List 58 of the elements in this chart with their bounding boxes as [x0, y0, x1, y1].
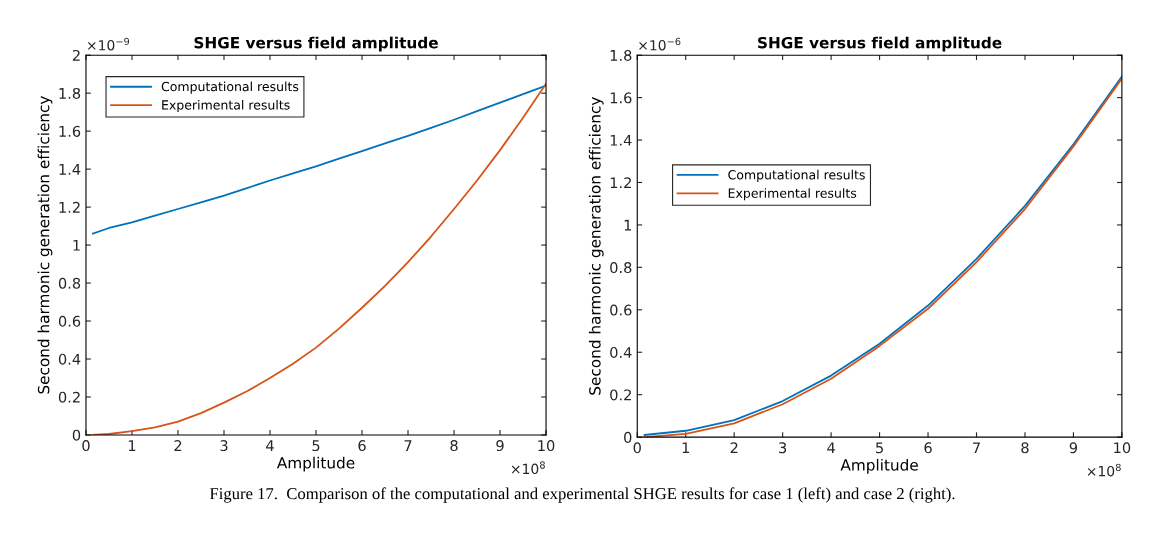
legend-label: Computational results: [161, 81, 299, 94]
x-tick-label: 2: [730, 442, 738, 454]
legend-label: Experimental results: [728, 188, 857, 201]
y-axis-title: Second harmonic generation efficiency: [37, 96, 53, 394]
y-tick-label: 1.8: [59, 87, 81, 99]
y-tick-label: 0.8: [610, 262, 632, 274]
y-axis-title: Second harmonic generation efficiency: [588, 97, 604, 395]
y-tick-label: 1.8: [610, 49, 632, 61]
x-tick-label: 6: [358, 440, 366, 452]
y-tick-label: 1.4: [59, 164, 81, 175]
x-axis-title: Amplitude: [276, 456, 355, 472]
x-tick-label: 3: [779, 442, 787, 454]
y-tick-label: 0.2: [58, 391, 80, 403]
y-tick-label: 1: [73, 239, 80, 251]
legend-label: Computational results: [728, 169, 865, 182]
text: ×10$^{8}$: [1087, 463, 1121, 477]
x-tick-label: 0: [82, 440, 90, 452]
y-tick-label: 1: [624, 219, 632, 231]
x-tick-label: 10: [1114, 442, 1131, 454]
x-tick-label: 8: [450, 440, 458, 452]
x-tick-label: 4: [266, 440, 274, 451]
text: ×10$^{−6}$: [639, 37, 681, 51]
x-tick-label: 8: [1021, 442, 1029, 454]
x-tick-label: 4: [827, 442, 835, 454]
caption: Figure 17. Comparison of the computational and experimental SHGE results for case 1 (left) and case 2 (right).: [209, 487, 955, 503]
y-tick-label: 1.6: [59, 125, 81, 137]
x-axis-title: Amplitude: [840, 458, 918, 474]
x-tick-label: 0: [633, 442, 641, 454]
y-tick-label: 0: [72, 429, 81, 441]
x-tick-label: 10: [538, 440, 555, 452]
x-tick-label: 7: [404, 440, 412, 451]
x-tick-label: 9: [496, 440, 504, 452]
y-tick-label: 1.6: [610, 92, 632, 104]
x-tick-label: 6: [924, 442, 932, 454]
y-tick-label: 0.6: [610, 304, 632, 316]
x-tick-label: 5: [876, 442, 883, 454]
text: ×10$^{8}$: [511, 461, 545, 475]
x-tick-label: 3: [220, 440, 228, 452]
y-tick-label: 1.2: [59, 201, 80, 213]
x-tick-label: 1: [128, 440, 136, 451]
x-tick-label: 7: [973, 442, 980, 454]
chart-title: SHGE versus field amplitude: [194, 36, 438, 52]
y-tick-label: 1.4: [610, 134, 632, 146]
x-tick-label: 5: [312, 440, 320, 452]
y-tick-label: 1.2: [610, 177, 631, 189]
y-tick-label: 0: [624, 431, 632, 443]
y-tick-label: 0.4: [58, 353, 81, 365]
x-tick-label: 1: [682, 442, 690, 454]
chart-title: SHGE versus field amplitude: [758, 36, 1002, 52]
y-tick-label: 2: [72, 49, 80, 61]
x-tick-label: 2: [174, 440, 182, 451]
x-tick-label: 9: [1069, 442, 1078, 454]
text: ×10$^{−9}$: [87, 37, 130, 51]
y-tick-label: 0.6: [58, 315, 81, 327]
y-tick-label: 0.8: [58, 277, 81, 289]
y-tick-label: 0.4: [610, 346, 632, 358]
y-tick-label: 0.2: [610, 389, 631, 401]
legend-label: Experimental results: [162, 99, 290, 113]
